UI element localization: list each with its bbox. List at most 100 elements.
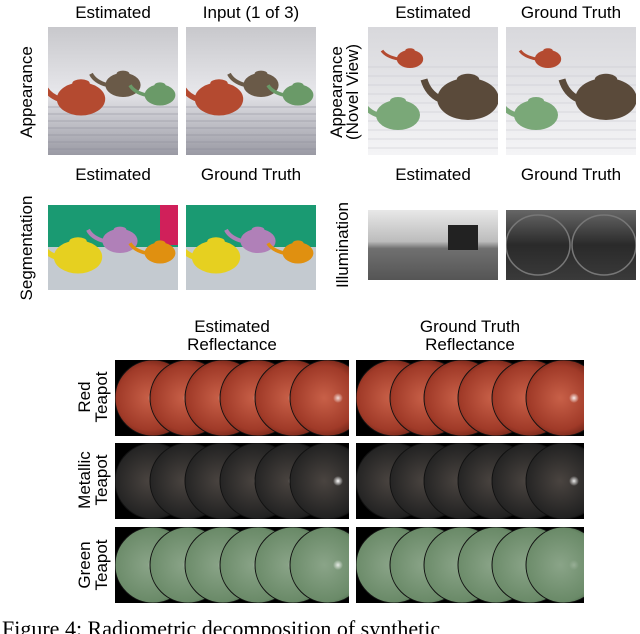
teapot-lid bbox=[594, 73, 618, 85]
teapot-lid bbox=[456, 73, 480, 85]
highlight bbox=[569, 476, 579, 486]
highlight bbox=[569, 393, 579, 403]
teapot bbox=[437, 78, 498, 120]
teapot bbox=[53, 240, 103, 274]
teapot-spout bbox=[558, 78, 580, 103]
header: Ground Truth bbox=[201, 165, 301, 184]
header: Estimated bbox=[395, 3, 471, 22]
image bbox=[368, 27, 498, 155]
teapot bbox=[534, 50, 562, 68]
header: Ground Truth bbox=[521, 3, 621, 22]
teapot bbox=[243, 73, 279, 97]
teapot-spout bbox=[227, 72, 246, 87]
teapot-spout bbox=[186, 249, 196, 260]
highlight bbox=[333, 560, 343, 570]
header: Estimated bbox=[395, 165, 471, 184]
dome bbox=[506, 214, 571, 276]
teapot-lid bbox=[210, 79, 228, 88]
sphere bbox=[289, 527, 349, 603]
teapot bbox=[376, 100, 420, 130]
teapot-lid bbox=[528, 97, 544, 105]
image bbox=[115, 360, 349, 436]
teapot-lid bbox=[69, 237, 87, 247]
row-label: Teapot bbox=[92, 539, 111, 590]
row-label: (Novel View) bbox=[343, 44, 362, 140]
row-label: Green bbox=[75, 541, 94, 588]
image bbox=[506, 27, 636, 155]
row-label: Appearance bbox=[327, 46, 346, 138]
image bbox=[506, 210, 636, 280]
image bbox=[115, 527, 349, 603]
teapot-lid bbox=[543, 48, 553, 53]
image bbox=[186, 205, 316, 290]
image bbox=[48, 205, 178, 290]
teapot bbox=[396, 50, 424, 68]
teapot-spout bbox=[48, 249, 58, 260]
teapot-lid bbox=[72, 79, 90, 88]
teapot bbox=[575, 78, 636, 120]
header: Reflectance bbox=[187, 335, 277, 354]
teapot-spout bbox=[48, 87, 61, 102]
highlight bbox=[333, 476, 343, 486]
teapot-lid bbox=[405, 48, 415, 53]
row-label: Teapot bbox=[92, 371, 111, 422]
header: Input (1 of 3) bbox=[203, 3, 299, 22]
row-label: Red bbox=[75, 381, 94, 412]
image bbox=[186, 27, 316, 155]
teapot-spout bbox=[89, 72, 108, 87]
teapot-lid bbox=[390, 97, 406, 105]
teapot-spout bbox=[224, 228, 243, 243]
teapot-lid bbox=[292, 240, 304, 246]
caption: Figure 4: Radiometric decomposition of s… bbox=[2, 616, 440, 634]
row-label: Illumination bbox=[333, 202, 352, 288]
teapot bbox=[144, 84, 176, 106]
image bbox=[356, 527, 584, 603]
teapot-spout bbox=[86, 228, 105, 243]
header: Estimated bbox=[75, 165, 151, 184]
teapot-spout bbox=[506, 105, 517, 118]
envmap-dark bbox=[448, 225, 478, 250]
teapot-spout bbox=[266, 242, 285, 255]
teapot bbox=[194, 82, 244, 116]
row-label: Metallic bbox=[75, 451, 94, 509]
teapot-lid bbox=[113, 226, 127, 233]
teapot bbox=[102, 229, 138, 253]
teapot-spout bbox=[518, 49, 537, 61]
teapot-spout bbox=[420, 78, 442, 103]
image bbox=[115, 443, 349, 519]
teapot-spout bbox=[186, 87, 199, 102]
image bbox=[48, 27, 178, 155]
row-label: Teapot bbox=[92, 454, 111, 505]
images bbox=[48, 27, 636, 603]
teapot-spout bbox=[368, 105, 379, 118]
highlight bbox=[569, 560, 579, 570]
teapot-lid bbox=[116, 70, 130, 78]
teapot-spout bbox=[380, 49, 399, 61]
wall bbox=[160, 205, 178, 245]
row-label: Segmentation bbox=[17, 196, 36, 301]
teapot-spout bbox=[128, 242, 147, 255]
header: Reflectance bbox=[425, 335, 515, 354]
sphere bbox=[525, 443, 584, 519]
row-label: Appearance bbox=[17, 46, 36, 138]
image bbox=[356, 443, 584, 519]
teapot bbox=[144, 242, 176, 264]
teapot-lid bbox=[254, 70, 268, 78]
header: Estimated bbox=[194, 317, 270, 336]
teapot-spout bbox=[266, 84, 285, 97]
sphere bbox=[289, 443, 349, 519]
sphere bbox=[525, 360, 584, 436]
teapot-lid bbox=[154, 82, 166, 88]
header: Ground Truth bbox=[521, 165, 621, 184]
teapot bbox=[191, 240, 241, 274]
teapot-lid bbox=[251, 226, 265, 233]
image bbox=[356, 360, 584, 436]
highlight bbox=[333, 393, 343, 403]
teapot-lid bbox=[207, 237, 225, 247]
envmap bbox=[368, 210, 498, 280]
teapot bbox=[282, 84, 314, 106]
teapot bbox=[282, 242, 314, 264]
teapot-spout bbox=[128, 84, 147, 97]
teapot bbox=[56, 82, 106, 116]
